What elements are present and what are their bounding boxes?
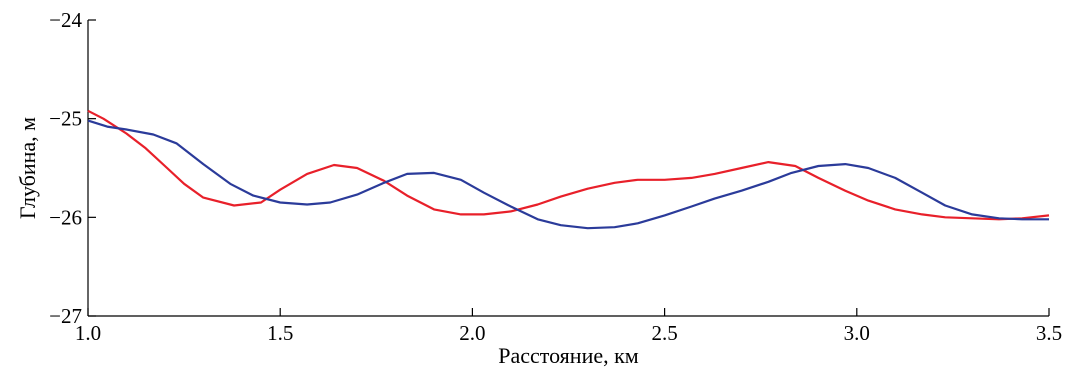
x-axis-label: Расстояние, км xyxy=(498,343,639,368)
y-tick-label: −25 xyxy=(49,107,82,131)
x-tick-label: 2.0 xyxy=(459,321,485,345)
y-tick-label: −26 xyxy=(49,205,82,229)
x-tick-label: 1.0 xyxy=(75,321,101,345)
axes: 1.0 1.5 2.0 2.5 3.0 3.5 −24 −25 −26 −27 xyxy=(49,8,1062,345)
axis-labels: Расстояние, км Глубина, м xyxy=(15,117,639,368)
x-tick-label: 3.5 xyxy=(1036,321,1062,345)
series-line-2 xyxy=(87,119,1049,230)
y-tick-label: −24 xyxy=(49,8,82,32)
y-tick-label: −27 xyxy=(49,304,82,328)
y-axis-label: Глубина, м xyxy=(15,117,40,219)
x-tick-label: 1.5 xyxy=(267,321,293,345)
series-line-1 xyxy=(87,109,1050,221)
series-layer xyxy=(87,109,1050,230)
x-tick-label: 2.5 xyxy=(651,321,677,345)
x-tick-label: 3.0 xyxy=(844,321,870,345)
